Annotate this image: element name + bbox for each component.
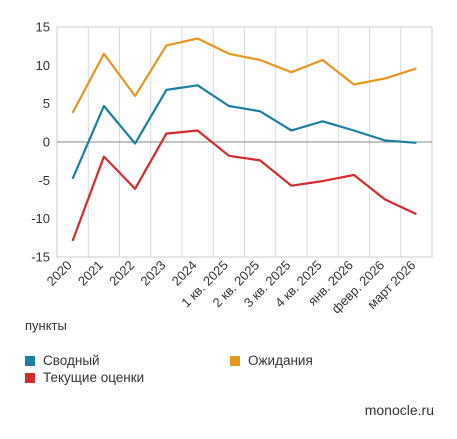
series-line-1	[71, 84, 417, 180]
y-tick-label: -10	[31, 211, 50, 226]
legend-item-tekushchie: Текущие оценки	[25, 370, 144, 385]
x-tick-label: 2021	[75, 258, 106, 289]
x-tick-label: 2022	[106, 258, 137, 289]
legend-label-tekushchie: Текущие оценки	[43, 370, 145, 385]
legend-item-svodny: Сводный	[25, 353, 100, 368]
legend-swatch-svodny	[25, 355, 35, 366]
legend-swatch-ozhidaniya	[230, 355, 240, 366]
y-axis-unit-label: пункты	[25, 318, 67, 333]
y-tick-label: -15	[31, 250, 50, 265]
legend-swatch-tekushchie	[25, 372, 35, 383]
series-line-2	[71, 37, 417, 114]
legend-item-ozhidaniya: Ожидания	[230, 353, 313, 368]
y-tick-label: 0	[43, 135, 50, 150]
y-tick-label: 5	[43, 96, 50, 111]
x-tick-label: 2023	[137, 258, 168, 289]
legend-label-ozhidaniya: Ожидания	[248, 353, 313, 368]
legend-label-svodny: Сводный	[43, 353, 100, 368]
series-line-3	[71, 129, 417, 242]
y-tick-label: 15	[36, 20, 50, 35]
source-label: monocle.ru	[364, 402, 434, 418]
y-tick-label: -5	[38, 173, 50, 188]
y-tick-label: 10	[36, 58, 50, 73]
